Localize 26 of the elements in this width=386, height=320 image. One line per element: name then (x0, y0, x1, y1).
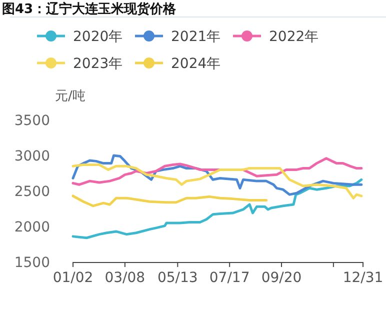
y-tick-label: 1500 (14, 255, 50, 271)
legend-label: 2020年 (73, 29, 123, 45)
y-axis-title: 元/吨 (55, 89, 86, 104)
legend-label: 2023年 (73, 56, 123, 72)
legend-label: 2024年 (171, 56, 221, 72)
x-tick-label: 09/20 (261, 270, 302, 286)
line-series (72, 194, 268, 208)
x-tick-label: 12/31 (342, 270, 384, 286)
legend-label: 2021年 (171, 29, 221, 45)
chart-title: 图43：辽宁大连玉米现货价格 (2, 1, 178, 17)
x-tick-label: 05/13 (157, 270, 198, 286)
y-tick-label: 2500 (14, 184, 50, 200)
legend-label: 2022年 (269, 29, 319, 45)
line-series (72, 178, 363, 240)
legend-item: 2022年 (233, 29, 319, 45)
y-tick-label: 2000 (14, 220, 50, 236)
legend-item: 2021年 (135, 29, 221, 45)
line-series (72, 163, 363, 200)
x-tick-label: 07/17 (209, 270, 250, 286)
x-tick-label: 01/02 (52, 270, 94, 286)
y-tick-label: 3000 (14, 148, 50, 164)
legend-item: 2024年 (135, 56, 221, 72)
legend-item: 2023年 (37, 56, 123, 72)
y-tick-label: 3500 (14, 113, 50, 129)
legend-item: 2020年 (37, 29, 123, 45)
x-tick-label: 03/08 (104, 270, 146, 286)
